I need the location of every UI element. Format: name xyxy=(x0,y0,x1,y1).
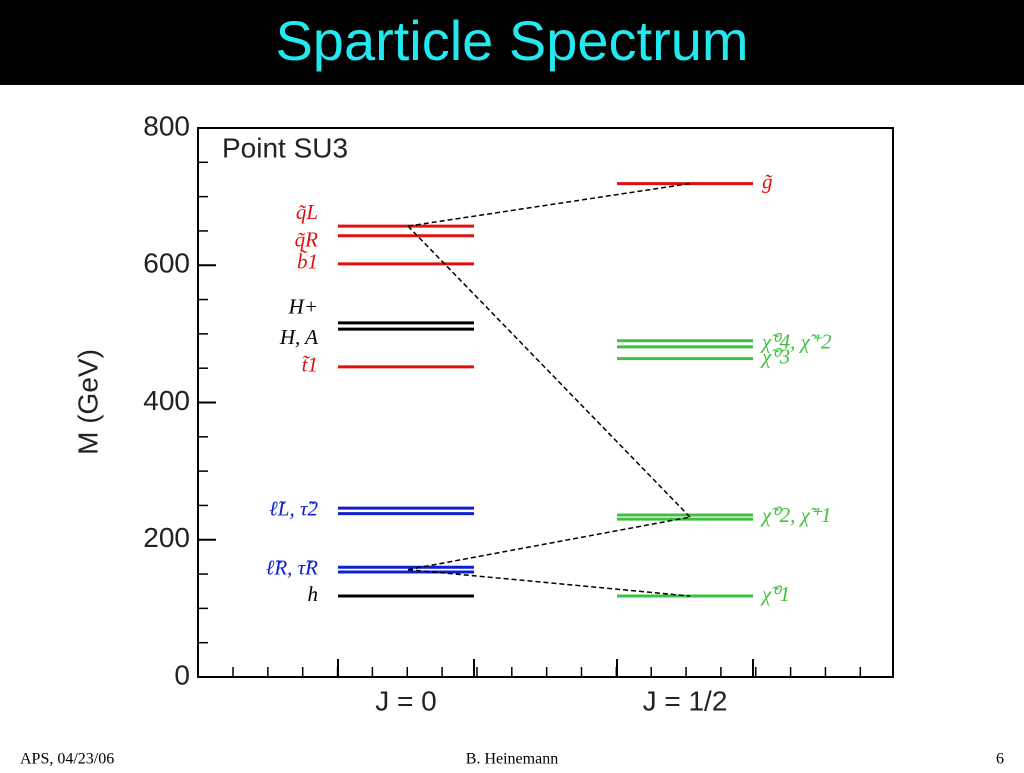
level-label: h xyxy=(308,582,319,606)
level-label: q̃R xyxy=(295,228,319,252)
level-label: H, A xyxy=(279,325,318,349)
footer-left: APS, 04/23/06 xyxy=(20,751,114,768)
level-label: H+ xyxy=(288,295,318,319)
y-tick-label: 800 xyxy=(143,110,190,141)
annotation: Point SU3 xyxy=(222,132,348,163)
level-label: b̃1 xyxy=(297,250,318,274)
level-label: χ̃⁰3 xyxy=(760,344,790,368)
decay-line xyxy=(407,568,691,597)
decay-line xyxy=(407,182,691,227)
slide-title: Sparticle Spectrum xyxy=(275,9,748,72)
footer-center: B. Heinemann xyxy=(466,751,558,768)
level-label: t̃1 xyxy=(302,353,318,377)
x-tick-label: J = 1/2 xyxy=(643,685,728,716)
level-label: q̃L xyxy=(296,200,318,224)
level-label: χ̃⁰4, χ̃⁺2 xyxy=(760,330,832,354)
decay-line xyxy=(407,225,691,518)
title-bar xyxy=(0,0,1024,85)
level-label: χ̃⁰2, χ̃⁺1 xyxy=(760,503,831,527)
level-label: g̃ xyxy=(762,169,773,193)
footer-right: 6 xyxy=(996,751,1004,768)
decay-line xyxy=(407,516,691,571)
y-tick-label: 400 xyxy=(143,385,190,416)
x-tick-label: J = 0 xyxy=(375,685,436,716)
y-axis-label: M (GeV) xyxy=(72,349,103,455)
level-label: χ̃⁰1 xyxy=(760,582,790,606)
y-tick-label: 200 xyxy=(143,522,190,553)
level-label: ℓ̃L, τ̃2 xyxy=(269,497,318,521)
y-tick-label: 0 xyxy=(174,659,190,690)
level-label: ℓ̃R, τ̃R xyxy=(266,555,319,579)
y-tick-label: 600 xyxy=(143,248,190,279)
